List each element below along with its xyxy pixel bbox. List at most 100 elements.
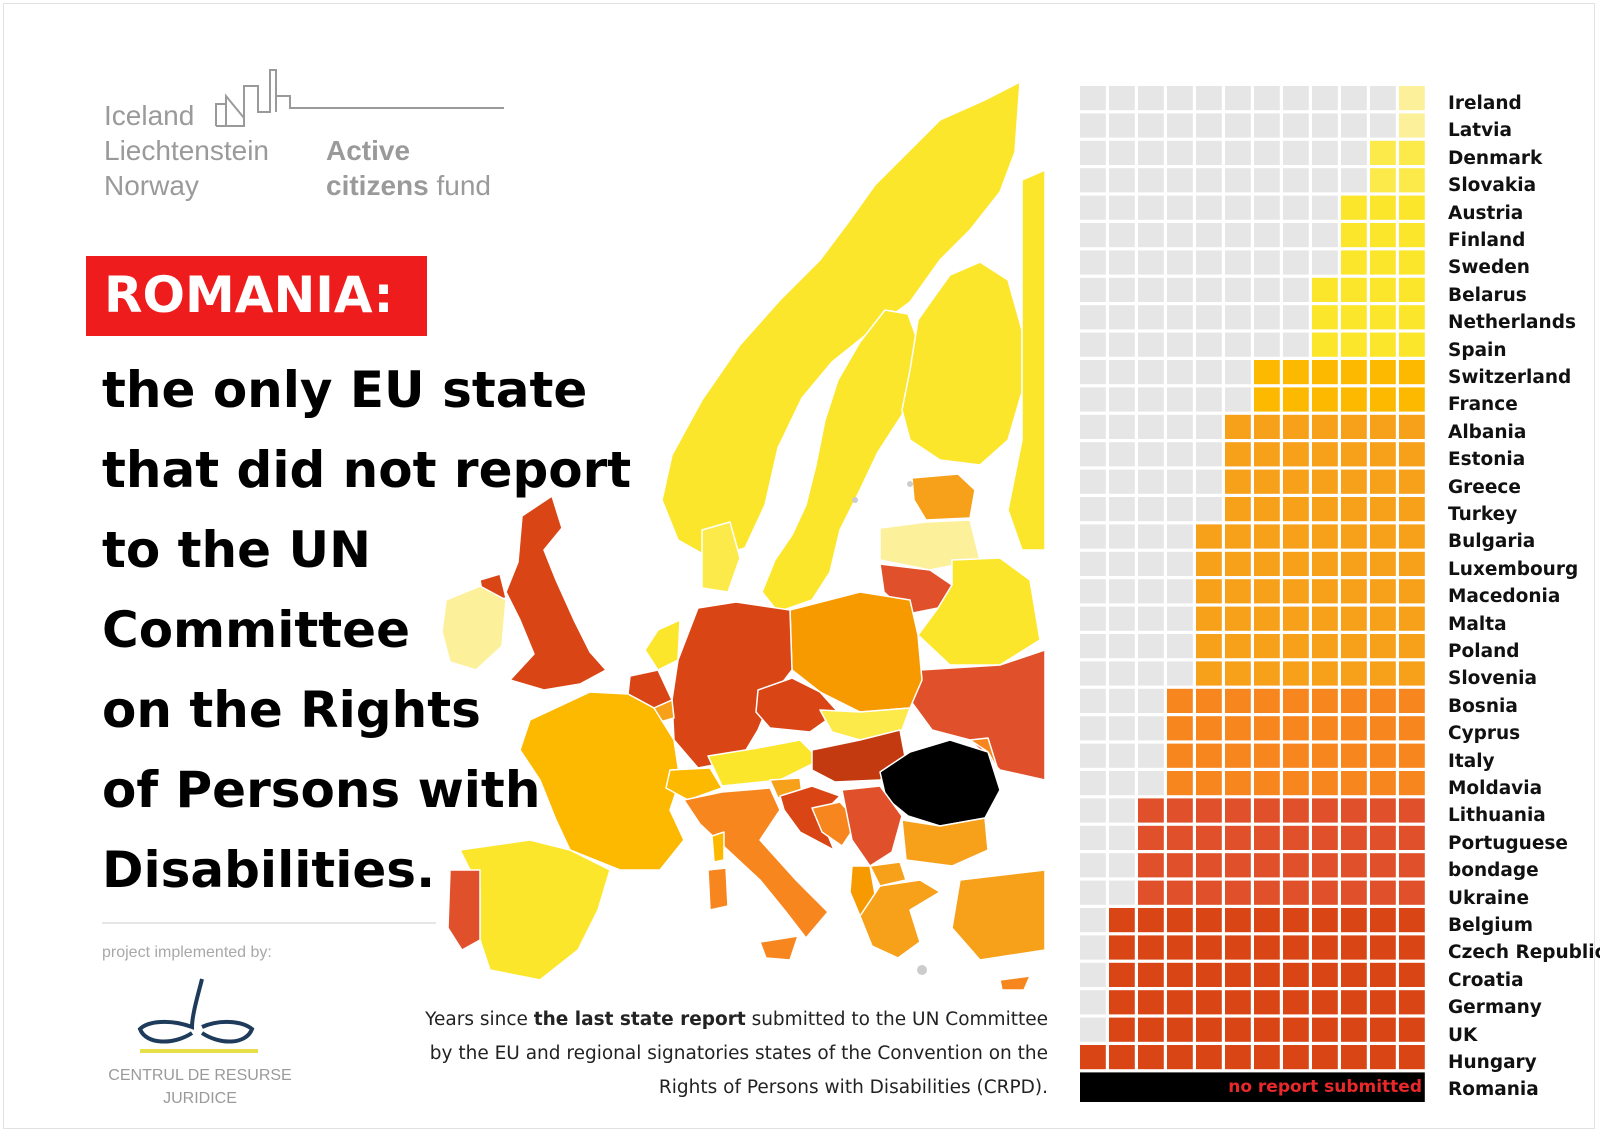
bar-cell xyxy=(1312,497,1338,522)
bar-cell xyxy=(1225,962,1251,987)
bar-cell xyxy=(1370,414,1396,439)
bar-cell xyxy=(1167,908,1193,933)
bar-cell xyxy=(1225,661,1251,686)
bar-cell xyxy=(1341,305,1367,330)
empty-cell xyxy=(1312,113,1338,138)
empty-cell xyxy=(1080,743,1106,768)
bar-cell xyxy=(1283,551,1309,576)
bar-cell xyxy=(1341,414,1367,439)
empty-cell xyxy=(1109,551,1135,576)
bar-cell xyxy=(1167,1017,1193,1042)
headline-line: the only EU state xyxy=(102,361,588,419)
bar-cell xyxy=(1225,634,1251,659)
map-spain xyxy=(459,839,611,981)
bar-cell xyxy=(1341,250,1367,275)
empty-cell xyxy=(1080,140,1106,165)
bar-cell xyxy=(1341,497,1367,522)
bar-cell xyxy=(1341,853,1367,878)
country-label: Croatia xyxy=(1448,969,1524,991)
bar-cell xyxy=(1109,908,1135,933)
bar-cell xyxy=(1196,688,1222,713)
bar-cell xyxy=(1080,1045,1106,1070)
bar-cell xyxy=(1370,825,1396,850)
empty-cell xyxy=(1138,387,1164,412)
map-germany xyxy=(671,601,793,769)
caption: Years since the last state report submit… xyxy=(425,1009,1048,1098)
bar-cell xyxy=(1254,853,1280,878)
bar-cell xyxy=(1283,716,1309,741)
bar-cell xyxy=(1399,579,1425,604)
empty-cell xyxy=(1225,195,1251,220)
bar-cell xyxy=(1138,853,1164,878)
empty-cell xyxy=(1254,86,1280,111)
country-label: Finland xyxy=(1448,230,1526,251)
bar-cell xyxy=(1254,497,1280,522)
bar-cell xyxy=(1225,716,1251,741)
eea-grants-logo-mark xyxy=(215,69,504,127)
bar-cell xyxy=(1196,1017,1222,1042)
empty-cell xyxy=(1225,305,1251,330)
empty-cell xyxy=(1080,360,1106,385)
bar-cell xyxy=(1370,442,1396,467)
empty-cell xyxy=(1167,634,1193,659)
bar-cell xyxy=(1167,716,1193,741)
bar-cell xyxy=(1225,853,1251,878)
empty-cell xyxy=(1167,86,1193,111)
bar-cell xyxy=(1254,1045,1280,1070)
empty-cell xyxy=(1080,497,1106,522)
bar-cell xyxy=(1399,277,1425,302)
empty-cell xyxy=(1254,305,1280,330)
country-label: Bulgaria xyxy=(1448,531,1536,553)
empty-cell xyxy=(1370,86,1396,111)
bar-cell xyxy=(1370,990,1396,1015)
empty-cell xyxy=(1312,140,1338,165)
empty-cell xyxy=(1312,195,1338,220)
map-poland xyxy=(789,591,923,713)
empty-cell xyxy=(1109,360,1135,385)
country-label: Poland xyxy=(1448,641,1520,662)
empty-cell xyxy=(1109,86,1135,111)
bar-cell xyxy=(1225,743,1251,768)
bar-cell xyxy=(1312,798,1338,823)
empty-cell xyxy=(1196,497,1222,522)
bar-cell xyxy=(1167,990,1193,1015)
empty-cell xyxy=(1225,113,1251,138)
map-switzerland xyxy=(665,767,723,801)
empty-cell xyxy=(1312,223,1338,248)
country-label: Portuguese xyxy=(1448,832,1568,854)
bar-cell xyxy=(1312,360,1338,385)
bar-cell xyxy=(1283,469,1309,494)
bar-cell xyxy=(1399,250,1425,275)
empty-cell xyxy=(1138,469,1164,494)
empty-cell xyxy=(1138,414,1164,439)
crj-name-line1: CENTRUL DE RESURSE xyxy=(108,1067,292,1084)
bar-cell xyxy=(1399,223,1425,248)
empty-cell xyxy=(1080,524,1106,549)
bar-cell xyxy=(1312,305,1338,330)
map-portugal xyxy=(447,869,481,951)
empty-cell xyxy=(1167,524,1193,549)
bar-cell xyxy=(1196,743,1222,768)
country-label: Belarus xyxy=(1448,284,1527,306)
empty-cell xyxy=(1283,305,1309,330)
bar-cell xyxy=(1196,634,1222,659)
country-label: Estonia xyxy=(1448,449,1526,471)
map-estonia xyxy=(911,473,976,521)
empty-cell xyxy=(1225,332,1251,357)
bar-cell xyxy=(1370,524,1396,549)
empty-cell xyxy=(1080,634,1106,659)
empty-cell xyxy=(1109,798,1135,823)
bar-cell xyxy=(1312,1045,1338,1070)
bar-cell xyxy=(1341,688,1367,713)
empty-cell xyxy=(1138,250,1164,275)
empty-cell xyxy=(1196,387,1222,412)
bar-cell xyxy=(1399,140,1425,165)
empty-cell xyxy=(1138,305,1164,330)
country-label: Denmark xyxy=(1448,147,1543,169)
country-label: Macedonia xyxy=(1448,586,1561,608)
bar-cell xyxy=(1225,497,1251,522)
bar-cell xyxy=(1196,606,1222,631)
empty-cell xyxy=(1254,250,1280,275)
bar-cell xyxy=(1138,990,1164,1015)
bar-cell xyxy=(1109,962,1135,987)
